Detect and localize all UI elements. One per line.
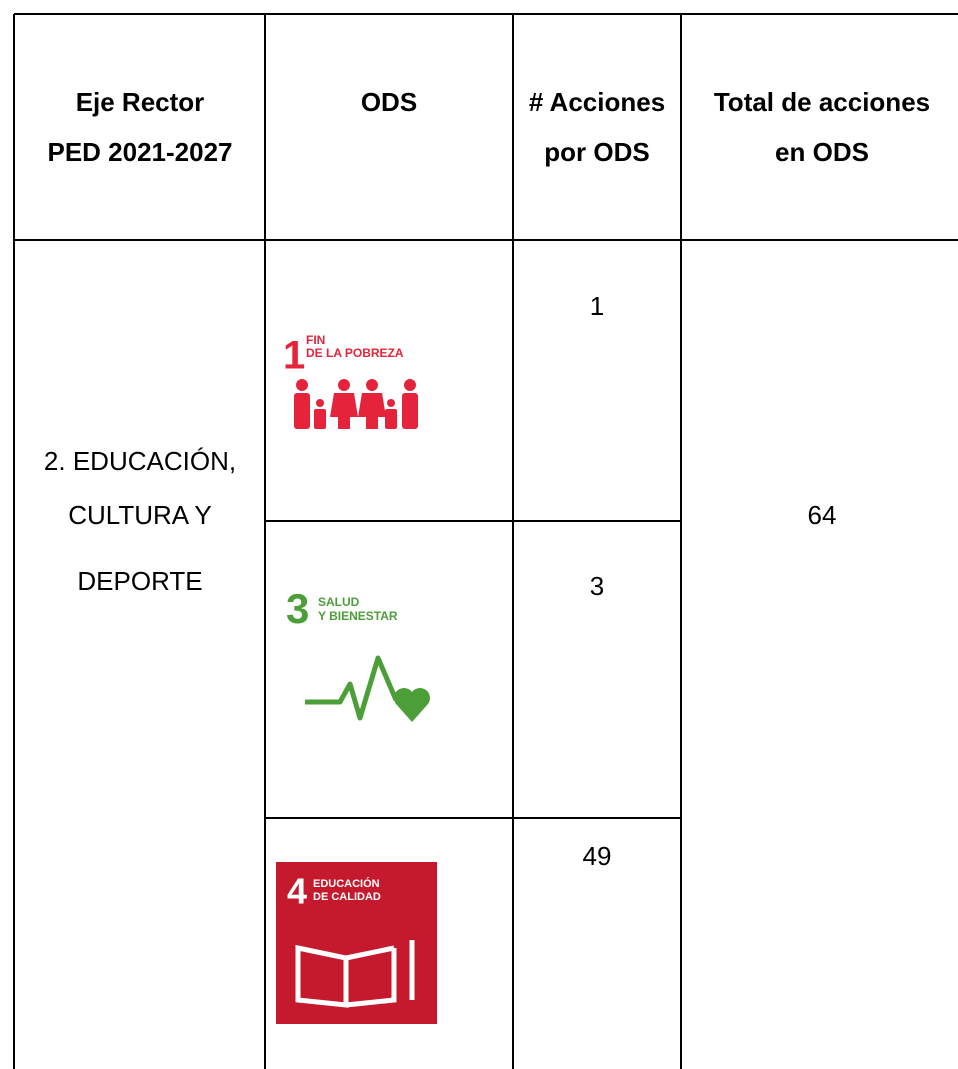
heart (393, 687, 430, 722)
family-figures (294, 379, 418, 429)
acciones-cell: 1 (590, 291, 604, 321)
ods-number: 3 (286, 585, 309, 632)
header-cell: por ODS (544, 137, 649, 167)
ods-number: 1 (283, 334, 305, 378)
ods-label: EDUCACIÓN (313, 877, 380, 890)
header-cell: Eje Rector (76, 87, 205, 117)
ods-number: 4 (287, 871, 307, 912)
ods-label: FIN (306, 333, 325, 347)
eje-text: DEPORTE (77, 566, 202, 596)
book-icon (295, 940, 415, 1008)
ods-label: SALUD (318, 595, 360, 609)
total-cell: 64 (808, 500, 837, 530)
header-cell: PED 2021-2027 (47, 137, 232, 167)
header-cell: Total de acciones (714, 87, 930, 117)
ods-icon: 1 FIN DE LA POBREZA (283, 333, 418, 429)
header-cell: # Acciones (529, 87, 665, 117)
header-cell: en ODS (775, 137, 869, 167)
table-borders (13, 13, 958, 1069)
ods-icon: 3 SALUD Y BIENESTAR (286, 585, 430, 722)
ods-label: DE LA POBREZA (306, 346, 404, 360)
acciones-cell: 3 (590, 571, 604, 601)
ods-label: DE CALIDAD (313, 891, 381, 903)
eje-text: CULTURA Y (68, 500, 212, 530)
header-cell: ODS (361, 87, 417, 117)
eje-text: 2. EDUCACIÓN, (44, 446, 236, 476)
ods-label: Y BIENESTAR (318, 609, 398, 623)
acciones-cell: 49 (583, 841, 612, 871)
ods-icon: 4 EDUCACIÓN DE CALIDAD (276, 862, 437, 1024)
heartbeat (305, 655, 399, 721)
